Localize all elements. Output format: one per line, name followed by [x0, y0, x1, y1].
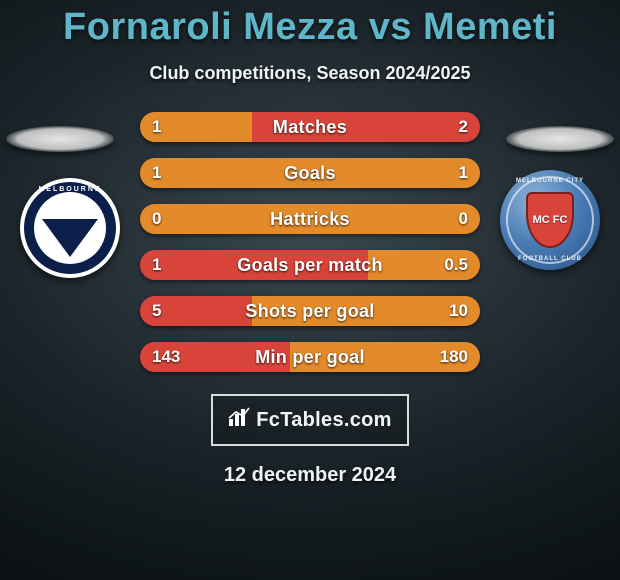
brand-logo-icon [228, 407, 250, 431]
stats-bars: 12Matches 11Goals 00Hattricks 10.5Goals per… [140, 112, 480, 372]
stat-row: 510Shots per goal [140, 296, 480, 326]
stat-label: Matches [140, 112, 480, 142]
stat-row: 10.5Goals per match [140, 250, 480, 280]
brand-text: FcTables.com [256, 409, 392, 432]
stat-row: 11Goals [140, 158, 480, 188]
comparison-subtitle: Club competitions, Season 2024/2025 [0, 63, 620, 84]
stat-row: 143180Min per goal [140, 342, 480, 372]
stat-label: Min per goal [140, 342, 480, 372]
stat-row: 12Matches [140, 112, 480, 142]
footer-date: 12 december 2024 [0, 464, 620, 487]
stat-label: Shots per goal [140, 296, 480, 326]
stat-label: Goals [140, 158, 480, 188]
stat-label: Hattricks [140, 204, 480, 234]
comparison-title: Fornaroli Mezza vs Memeti [0, 0, 620, 49]
stat-label: Goals per match [140, 250, 480, 280]
stat-row: 00Hattricks [140, 204, 480, 234]
brand-badge: FcTables.com [211, 394, 409, 446]
